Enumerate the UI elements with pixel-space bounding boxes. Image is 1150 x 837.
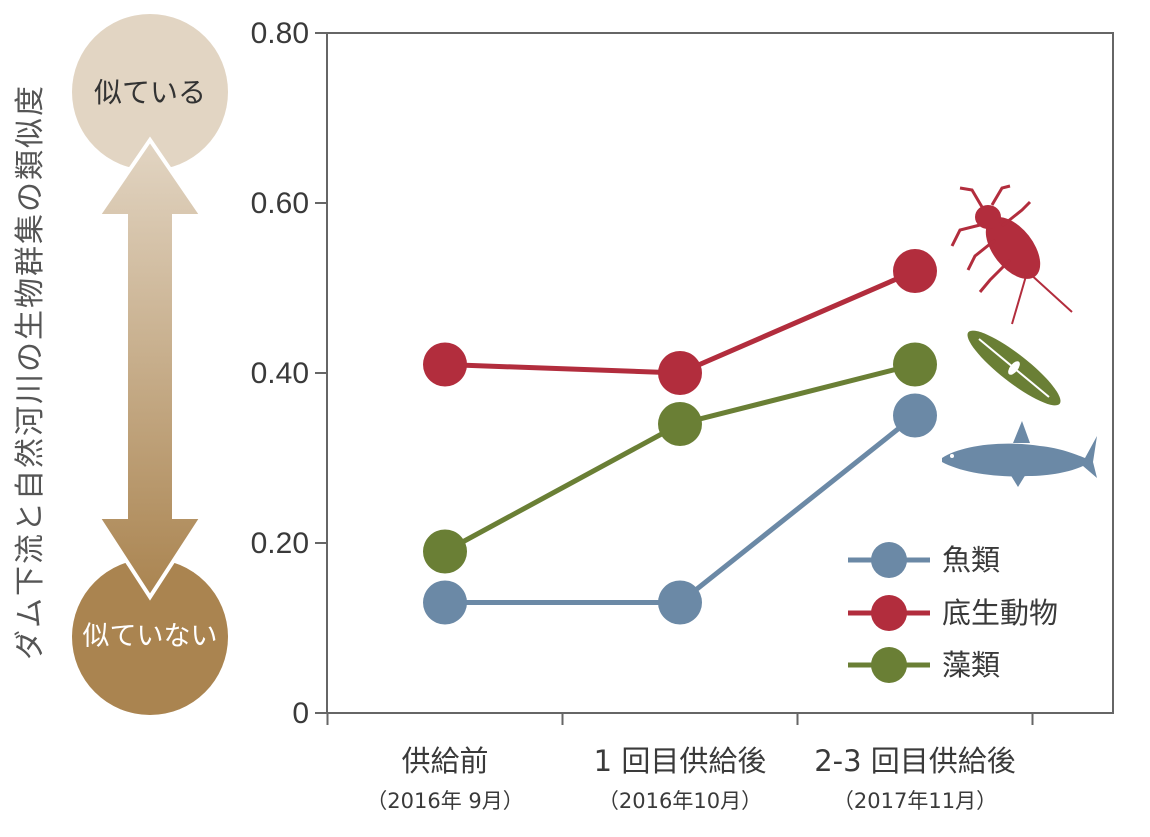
x-category-sublabel: （2017年11月） [833,789,997,813]
data-point [658,351,702,395]
aquatic-insect-icon [950,184,1073,325]
legend-marker [871,542,907,578]
series-底生動物 [423,249,937,395]
legend-label: 魚類 [942,543,1000,577]
data-point [893,342,937,387]
x-category-sublabel: （2016年 9月） [366,789,523,813]
similar-label: 似ている [94,76,206,109]
series-魚類 [423,393,937,625]
dissimilar-label: 似ていない [83,621,218,652]
data-point [423,529,467,574]
x-category-label: 2-3 回目供給後 [814,744,1016,778]
legend-item: 藻類 [848,647,1000,683]
legend-marker [871,595,907,631]
legend-item: 底生動物 [848,595,1058,631]
legend-label: 藻類 [942,648,1000,682]
diatom-icon [967,330,1061,406]
y-tick-label: 0.60 [251,187,309,220]
fish-icon [942,421,1097,487]
x-category-sublabel: （2016年10月） [598,789,762,813]
y-tick-label: 0 [292,697,309,730]
dissimilar-circle [72,559,228,715]
series-layer [423,249,937,625]
y-axis-ticks: 0 0.20 0.40 0.60 0.80 [251,17,327,730]
data-point [658,580,702,625]
data-point [893,393,937,438]
similar-circle [72,14,228,170]
double-arrow [94,136,206,601]
similarity-scale-indicator: 似ている 似ていない [72,14,228,715]
data-point [423,580,467,625]
x-axis-ticks: 供給前 （2016年 9月） 1 回目供給後 （2016年10月） 2-3 回目供給後 （… [326,713,1034,813]
x-category-label: 供給前 [401,744,488,778]
legend-label: 底生動物 [942,596,1058,630]
y-tick-label: 0.80 [251,17,309,50]
y-axis-label: ダム下流と自然河川の生物群集の類似度 [13,84,48,660]
data-point [893,249,937,293]
y-tick-label: 0.40 [251,357,309,390]
legend-marker [871,647,907,683]
data-point [423,342,467,387]
data-point [658,402,702,446]
series-藻類 [423,342,937,574]
y-tick-label: 0.20 [251,527,309,560]
legend-item: 魚類 [848,542,1000,578]
x-category-label: 1 回目供給後 [594,744,767,778]
